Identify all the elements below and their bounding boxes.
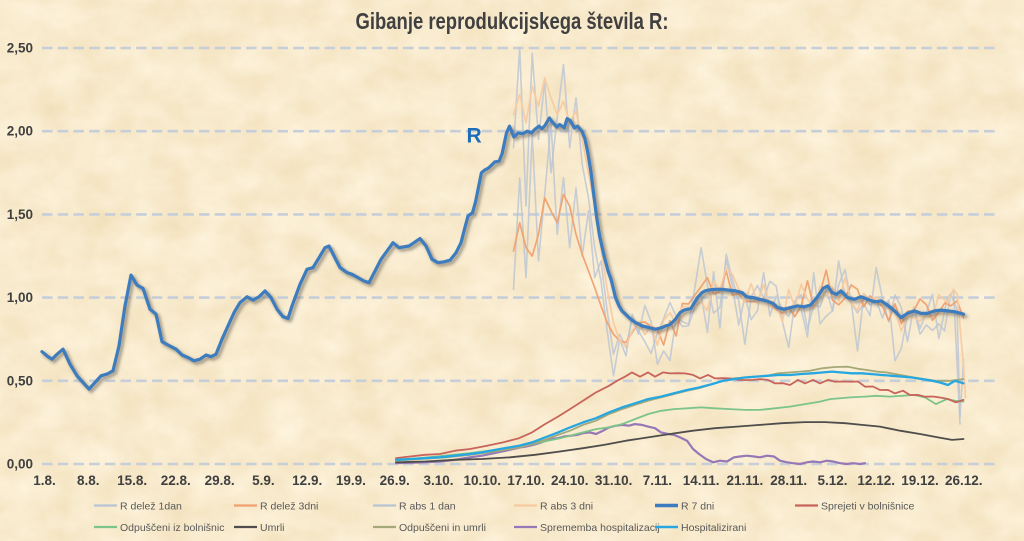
svg-text:Odpuščeni in umrli: Odpuščeni in umrli xyxy=(399,522,486,534)
svg-text:0,50: 0,50 xyxy=(7,373,33,388)
svg-text:15.8.: 15.8. xyxy=(117,473,147,488)
svg-text:Hospitalizirani: Hospitalizirani xyxy=(681,522,746,534)
svg-text:19.9.: 19.9. xyxy=(336,473,366,488)
svg-text:R abs 3 dni: R abs 3 dni xyxy=(540,500,593,512)
svg-text:19.12.: 19.12. xyxy=(901,473,939,488)
svg-text:26.9.: 26.9. xyxy=(380,473,410,488)
svg-text:29.8.: 29.8. xyxy=(205,473,235,488)
svg-text:8.8.: 8.8. xyxy=(77,473,100,488)
svg-text:1,50: 1,50 xyxy=(7,207,33,222)
svg-text:Odpuščeni iz bolnišnic: Odpuščeni iz bolnišnic xyxy=(120,522,224,534)
svg-text:R 7 dni: R 7 dni xyxy=(681,500,714,512)
svg-text:31.10.: 31.10. xyxy=(595,473,633,488)
svg-text:28.11.: 28.11. xyxy=(770,473,807,488)
svg-text:12.12.: 12.12. xyxy=(857,473,895,488)
svg-text:7.11.: 7.11. xyxy=(643,473,672,488)
svg-text:R abs 1 dan: R abs 1 dan xyxy=(399,500,456,512)
svg-text:24.10.: 24.10. xyxy=(551,473,589,488)
svg-text:10.10.: 10.10. xyxy=(464,473,502,488)
svg-text:5.9.: 5.9. xyxy=(252,473,275,488)
svg-text:1.8.: 1.8. xyxy=(33,473,56,488)
svg-text:17.10.: 17.10. xyxy=(507,473,545,488)
svg-text:Sprejeti v bolnišnice: Sprejeti v bolnišnice xyxy=(821,500,915,512)
svg-text:22.8.: 22.8. xyxy=(161,473,191,488)
svg-text:R: R xyxy=(467,125,482,148)
svg-text:12.9.: 12.9. xyxy=(292,473,322,488)
svg-text:3.10.: 3.10. xyxy=(423,473,453,488)
svg-text:14.11.: 14.11. xyxy=(683,473,720,488)
svg-text:2,50: 2,50 xyxy=(7,41,33,56)
svg-text:Sprememba hospitalizacij: Sprememba hospitalizacij xyxy=(540,522,660,534)
svg-text:1,00: 1,00 xyxy=(7,290,33,305)
svg-text:Gibanje reprodukcijskega števi: Gibanje reprodukcijskega števila R: xyxy=(356,8,669,34)
svg-text:0,00: 0,00 xyxy=(7,457,33,472)
svg-text:Umrli: Umrli xyxy=(260,522,285,534)
svg-text:R delež 3dni: R delež 3dni xyxy=(260,500,318,512)
svg-text:R delež 1dan: R delež 1dan xyxy=(120,500,182,512)
svg-text:21.11.: 21.11. xyxy=(727,473,764,488)
svg-text:5.12.: 5.12. xyxy=(817,473,847,488)
svg-text:2,00: 2,00 xyxy=(7,124,33,139)
svg-text:26.12.: 26.12. xyxy=(945,473,983,488)
